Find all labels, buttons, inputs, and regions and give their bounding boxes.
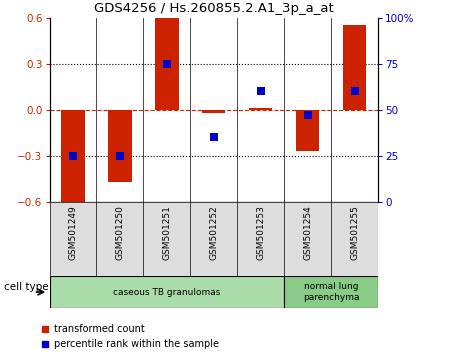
Text: cell type: cell type	[4, 282, 49, 292]
Title: GDS4256 / Hs.260855.2.A1_3p_a_at: GDS4256 / Hs.260855.2.A1_3p_a_at	[94, 2, 333, 15]
Text: GSM501249: GSM501249	[68, 205, 77, 260]
Text: normal lung
parenchyma: normal lung parenchyma	[303, 282, 359, 302]
Point	[163, 61, 171, 67]
Point	[351, 88, 358, 94]
Point	[116, 153, 123, 159]
Text: GSM501252: GSM501252	[209, 205, 218, 260]
Bar	[249, 108, 272, 110]
Legend: transformed count, percentile rank within the sample: transformed count, percentile rank withi…	[41, 324, 219, 349]
Bar	[50, 276, 284, 308]
Bar	[296, 110, 320, 151]
Point	[210, 135, 217, 140]
Bar	[202, 110, 225, 113]
Bar	[61, 110, 85, 202]
Text: GSM501250: GSM501250	[115, 205, 124, 261]
Bar	[155, 18, 179, 110]
Text: GSM501251: GSM501251	[162, 205, 171, 261]
Text: GSM501253: GSM501253	[256, 205, 265, 261]
Text: GSM501255: GSM501255	[350, 205, 359, 261]
Bar	[284, 276, 378, 308]
Point	[257, 88, 264, 94]
Text: caseous TB granulomas: caseous TB granulomas	[113, 287, 220, 297]
Bar	[108, 110, 131, 182]
Point	[69, 153, 76, 159]
Point	[304, 113, 311, 118]
Bar	[343, 25, 366, 110]
Text: GSM501254: GSM501254	[303, 205, 312, 260]
